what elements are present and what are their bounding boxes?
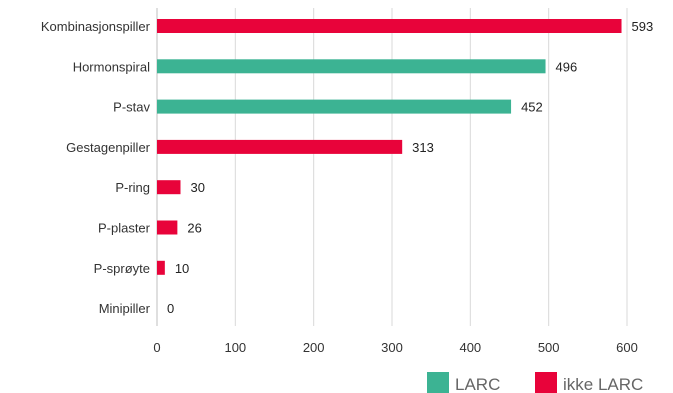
bar-p-sprøyte: [157, 260, 165, 275]
legend: LARC ikke LARC: [427, 372, 643, 393]
x-tick-label-400: 400: [459, 340, 481, 355]
category-label-p-sprøyte: P-sprøyte: [94, 261, 150, 276]
x-tick-label-500: 500: [538, 340, 560, 355]
bar-p-plaster: [157, 220, 178, 235]
bar-p-stav: [157, 99, 512, 114]
gridlines: [156, 8, 628, 326]
value-label-p-plaster: 26: [187, 221, 201, 236]
value-label-p-ring: 30: [191, 180, 205, 195]
x-tick-label-300: 300: [381, 340, 403, 355]
legend-swatch-larc: [427, 372, 449, 393]
bars: [157, 19, 622, 275]
category-label-p-stav: P-stav: [113, 100, 150, 115]
bar-kombinasjonspiller: [157, 19, 622, 33]
x-tick-label-0: 0: [153, 340, 160, 355]
bar-hormonspiral: [157, 59, 546, 74]
x-tick-label-600: 600: [616, 340, 638, 355]
x-tick-label-200: 200: [303, 340, 325, 355]
bar-gestagenpiller: [157, 139, 403, 154]
bar-p-ring: [157, 180, 181, 195]
value-label-hormonspiral: 496: [556, 59, 578, 74]
value-label-p-stav: 452: [521, 100, 543, 115]
category-label-hormonspiral: Hormonspiral: [73, 59, 150, 74]
legend-label-ikke-larc: ikke LARC: [563, 375, 643, 393]
category-labels: Kombinasjonspiller Hormonspiral P-stav Gest…: [41, 19, 151, 316]
value-labels: 593 496 452 313 30 26 10 0: [167, 19, 653, 316]
value-label-p-sprøyte: 10: [175, 261, 189, 276]
category-label-kombinasjonspiller: Kombinasjonspiller: [41, 19, 151, 34]
category-label-gestagenpiller: Gestagenpiller: [66, 140, 150, 155]
value-label-gestagenpiller: 313: [412, 140, 434, 155]
category-label-p-ring: P-ring: [115, 180, 150, 195]
legend-swatch-ikke-larc: [535, 372, 557, 393]
legend-label-larc: LARC: [455, 375, 500, 393]
category-label-p-plaster: P-plaster: [98, 221, 151, 236]
value-label-kombinasjonspiller: 593: [632, 19, 654, 34]
category-label-minipiller: Minipiller: [99, 301, 151, 316]
x-axis-tick-labels: 0 100 200 300 400 500 600: [153, 340, 637, 355]
value-label-minipiller: 0: [167, 301, 174, 316]
x-tick-label-100: 100: [224, 340, 246, 355]
